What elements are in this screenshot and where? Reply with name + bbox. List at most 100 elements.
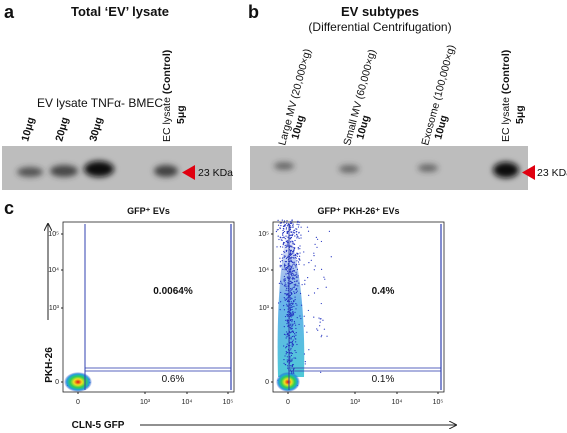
- event-dot: [298, 224, 300, 226]
- event-dot: [295, 276, 298, 278]
- event-dot: [285, 264, 287, 267]
- panel-title: EV subtypes: [341, 4, 419, 19]
- event-dot: [308, 294, 310, 296]
- event-dot: [278, 282, 280, 284]
- event-dot: [292, 343, 294, 345]
- event-dot: [287, 351, 289, 354]
- event-dot: [291, 344, 293, 346]
- event-dot: [306, 226, 309, 228]
- lane-label: 10μg: [19, 116, 37, 143]
- event-dot: [296, 228, 298, 230]
- event-dot: [296, 317, 298, 319]
- event-dot: [293, 232, 296, 234]
- panel-subtitle: (Differential Centrifugation): [308, 20, 451, 34]
- event-dot: [292, 331, 294, 333]
- event-dot: [284, 225, 286, 227]
- event-dot: [296, 343, 298, 346]
- event-dot: [293, 247, 296, 250]
- event-dot: [290, 352, 292, 354]
- event-dot: [291, 275, 293, 277]
- event-dot: [283, 250, 285, 253]
- event-dot: [286, 314, 288, 316]
- event-dot: [289, 332, 292, 334]
- lane-amount: 5μg: [175, 105, 187, 124]
- event-dot: [321, 334, 323, 336]
- lane-amount: 5μg: [514, 105, 526, 124]
- event-dot: [290, 221, 292, 223]
- event-dot: [286, 256, 288, 259]
- y-tick-label: 10⁴: [258, 267, 269, 274]
- event-dot: [287, 367, 289, 369]
- event-dot: [319, 321, 321, 323]
- event-dot: [285, 289, 287, 291]
- event-dot: [293, 305, 295, 308]
- event-dot: [325, 286, 327, 288]
- event-dot: [294, 311, 296, 313]
- event-dot: [291, 220, 293, 222]
- y-tick-label: 10⁵: [48, 231, 59, 238]
- event-dot: [286, 320, 288, 322]
- event-dot: [275, 230, 278, 233]
- event-dot: [290, 254, 292, 257]
- event-dot: [291, 302, 293, 305]
- event-dot: [303, 353, 306, 355]
- event-dot: [286, 334, 289, 336]
- event-dot: [290, 249, 293, 251]
- marker-arrow: [522, 165, 535, 180]
- event-dot: [277, 228, 279, 231]
- event-dot: [285, 334, 287, 336]
- event-dot: [291, 282, 293, 284]
- event-dot: [296, 223, 298, 225]
- event-dot: [287, 245, 289, 247]
- event-dot: [289, 280, 291, 282]
- event-dot: [297, 246, 299, 249]
- event-dot: [285, 298, 288, 301]
- event-dot: [286, 276, 288, 278]
- y-tick-label: 10⁵: [258, 231, 269, 238]
- event-dot: [298, 237, 300, 239]
- event-dot: [303, 264, 305, 266]
- event-dot: [283, 263, 286, 265]
- event-dot: [297, 253, 299, 255]
- event-dot: [290, 323, 292, 325]
- event-dot: [291, 306, 294, 308]
- event-dot: [284, 255, 286, 257]
- event-dot: [292, 233, 294, 235]
- event-dot: [292, 241, 294, 243]
- event-dot: [285, 331, 288, 333]
- event-dot: [290, 251, 292, 253]
- event-dot: [280, 225, 282, 227]
- plot-frame: [62, 221, 235, 393]
- event-dot: [293, 278, 296, 280]
- density-core: [64, 372, 92, 392]
- event-dot: [279, 246, 282, 248]
- event-dot: [287, 272, 289, 274]
- event-dot: [283, 304, 285, 307]
- event-dot: [282, 237, 284, 239]
- event-dot: [283, 326, 285, 328]
- event-dot: [291, 313, 293, 315]
- event-dot: [291, 288, 293, 291]
- event-dot: [292, 269, 294, 272]
- event-dot: [295, 331, 297, 334]
- event-dot: [295, 288, 298, 290]
- x-tick-label: 0: [76, 399, 80, 406]
- event-dot: [289, 276, 291, 278]
- lane-label: EC lysate(Control): [161, 50, 173, 142]
- event-dot: [294, 264, 296, 266]
- event-dot: [297, 285, 299, 287]
- event-dot: [284, 261, 286, 263]
- event-dot: [293, 270, 295, 272]
- event-dot: [289, 226, 292, 228]
- size-marker: 23 KDa: [198, 167, 233, 179]
- event-dot: [316, 246, 318, 248]
- event-dot: [290, 327, 292, 329]
- event-dot: [297, 261, 300, 263]
- lane-label: 20μg: [53, 116, 71, 143]
- event-dot: [292, 261, 294, 263]
- event-dot: [295, 274, 297, 276]
- y-tick-label: 10³: [49, 305, 60, 312]
- event-dot: [294, 256, 296, 258]
- event-dot: [286, 270, 289, 272]
- event-dot: [283, 230, 286, 233]
